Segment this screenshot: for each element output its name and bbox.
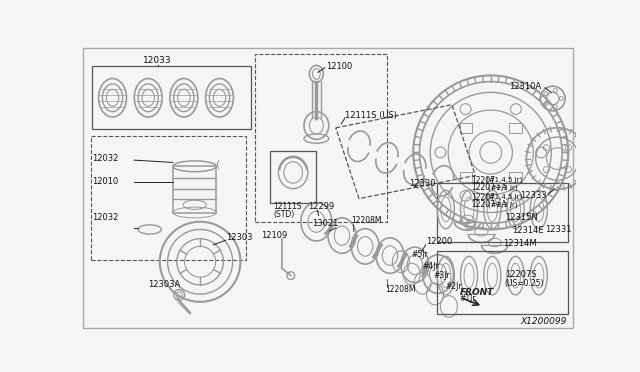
Text: (: ( [216,160,221,170]
Bar [91,135,246,260]
Text: (US=0.25): (US=0.25) [505,279,544,288]
Text: 13021: 13021 [312,219,339,228]
Bar [509,124,522,132]
Text: 12111S: 12111S [273,202,301,211]
Bar [255,54,387,222]
Text: 12314E: 12314E [513,227,544,235]
Text: 12303: 12303 [226,232,252,242]
Bar [460,124,472,132]
Text: 12310A: 12310A [509,82,541,91]
Text: 12032: 12032 [92,214,119,222]
Bar [436,183,568,242]
Text: 12333: 12333 [520,191,547,200]
Bar [270,151,316,203]
Text: 12208M: 12208M [385,285,416,294]
Text: 12207+A: 12207+A [472,200,507,209]
Text: 12100: 12100 [326,62,353,71]
Text: #3Jr: #3Jr [433,271,450,280]
Text: #4Jr: #4Jr [422,262,439,271]
Text: 12207: 12207 [472,193,495,202]
Text: 12208M: 12208M [351,216,381,225]
Text: 12303A: 12303A [148,280,180,289]
Text: #5Jr: #5Jr [412,250,428,259]
Bar [92,66,252,129]
Text: 12200: 12200 [426,237,452,246]
Text: (STD): (STD) [273,209,294,218]
Text: X1200099: X1200099 [520,317,566,326]
Text: (#1,4,5 Jr): (#1,4,5 Jr) [486,177,522,183]
Text: 12314M: 12314M [503,239,537,248]
Bar [460,172,472,182]
Text: 12033: 12033 [143,55,172,64]
Text: 12032: 12032 [92,154,119,163]
Text: 12111S (US): 12111S (US) [345,111,397,120]
Bar [173,166,216,212]
Text: 12207S: 12207S [505,270,536,279]
Text: (#2,3 Jr): (#2,3 Jr) [488,202,518,208]
Text: 12315N: 12315N [505,213,538,222]
Text: 12010: 12010 [92,177,118,186]
Text: #2Jr: #2Jr [446,282,463,291]
Text: 12207+A: 12207+A [472,183,507,192]
Text: (#1,4,5 Jr): (#1,4,5 Jr) [486,194,522,201]
Bar [509,172,522,182]
Text: 12331: 12331 [545,225,572,234]
Text: 12207: 12207 [472,176,495,185]
Text: FRONT: FRONT [460,288,494,297]
Text: 12330: 12330 [410,179,436,188]
Text: 12299: 12299 [308,202,334,211]
Text: (#2,3 Jr): (#2,3 Jr) [488,185,518,191]
Bar [436,251,568,314]
Text: 12109: 12109 [261,231,287,240]
Text: #1Jr: #1Jr [460,294,476,303]
